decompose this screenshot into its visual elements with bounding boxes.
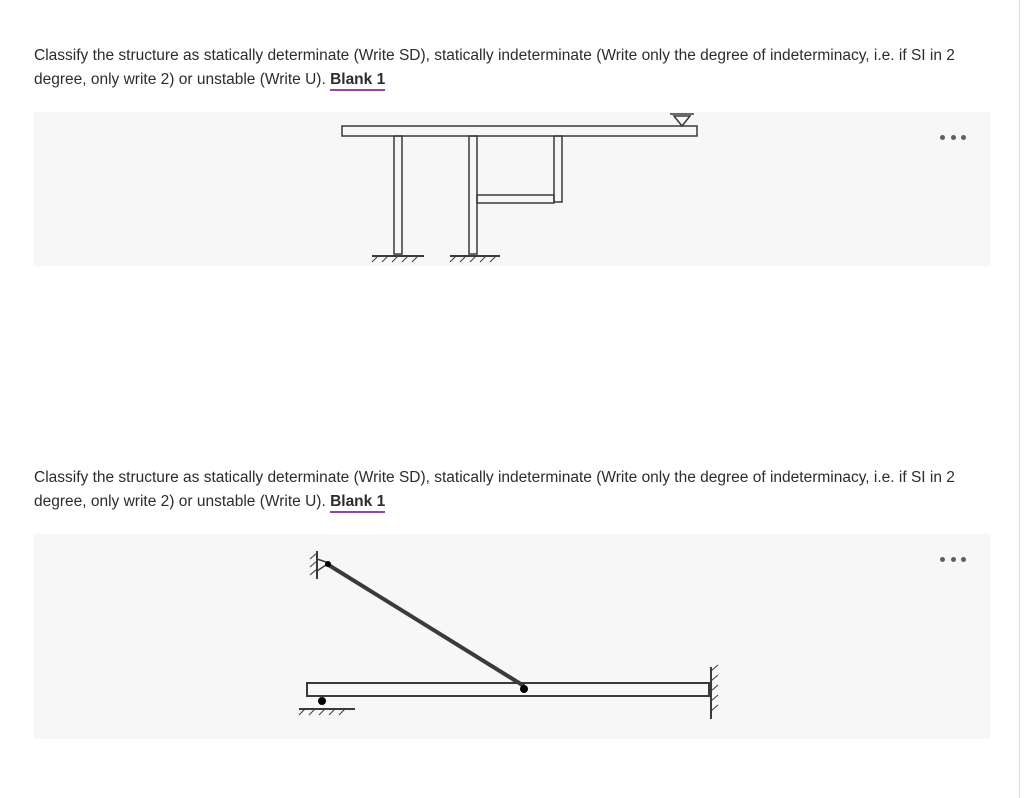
question-1: Classify the structure as statically det… [34, 44, 990, 266]
question-1-prompt: Classify the structure as statically det… [34, 47, 955, 88]
figure-frame-structure [302, 112, 722, 266]
question-1-figure-panel [34, 112, 990, 266]
more-dot-icon [961, 135, 966, 140]
question-2: Classify the structure as statically det… [34, 466, 990, 739]
more-dot-icon [961, 557, 966, 562]
question-2-figure-panel [34, 534, 990, 739]
more-dot-icon [951, 135, 956, 140]
question-2-blank[interactable]: Blank 1 [330, 493, 385, 513]
more-dot-icon [951, 557, 956, 562]
question-2-more-button[interactable] [940, 552, 966, 568]
figure-beam-brace-structure [277, 539, 747, 734]
more-dot-icon [940, 135, 945, 140]
question-2-text: Classify the structure as statically det… [34, 466, 990, 514]
question-2-prompt: Classify the structure as statically det… [34, 469, 955, 510]
question-1-blank[interactable]: Blank 1 [330, 71, 385, 91]
question-1-text: Classify the structure as statically det… [34, 44, 990, 92]
right-divider [1019, 0, 1020, 798]
question-1-more-button[interactable] [940, 130, 966, 146]
more-dot-icon [940, 557, 945, 562]
